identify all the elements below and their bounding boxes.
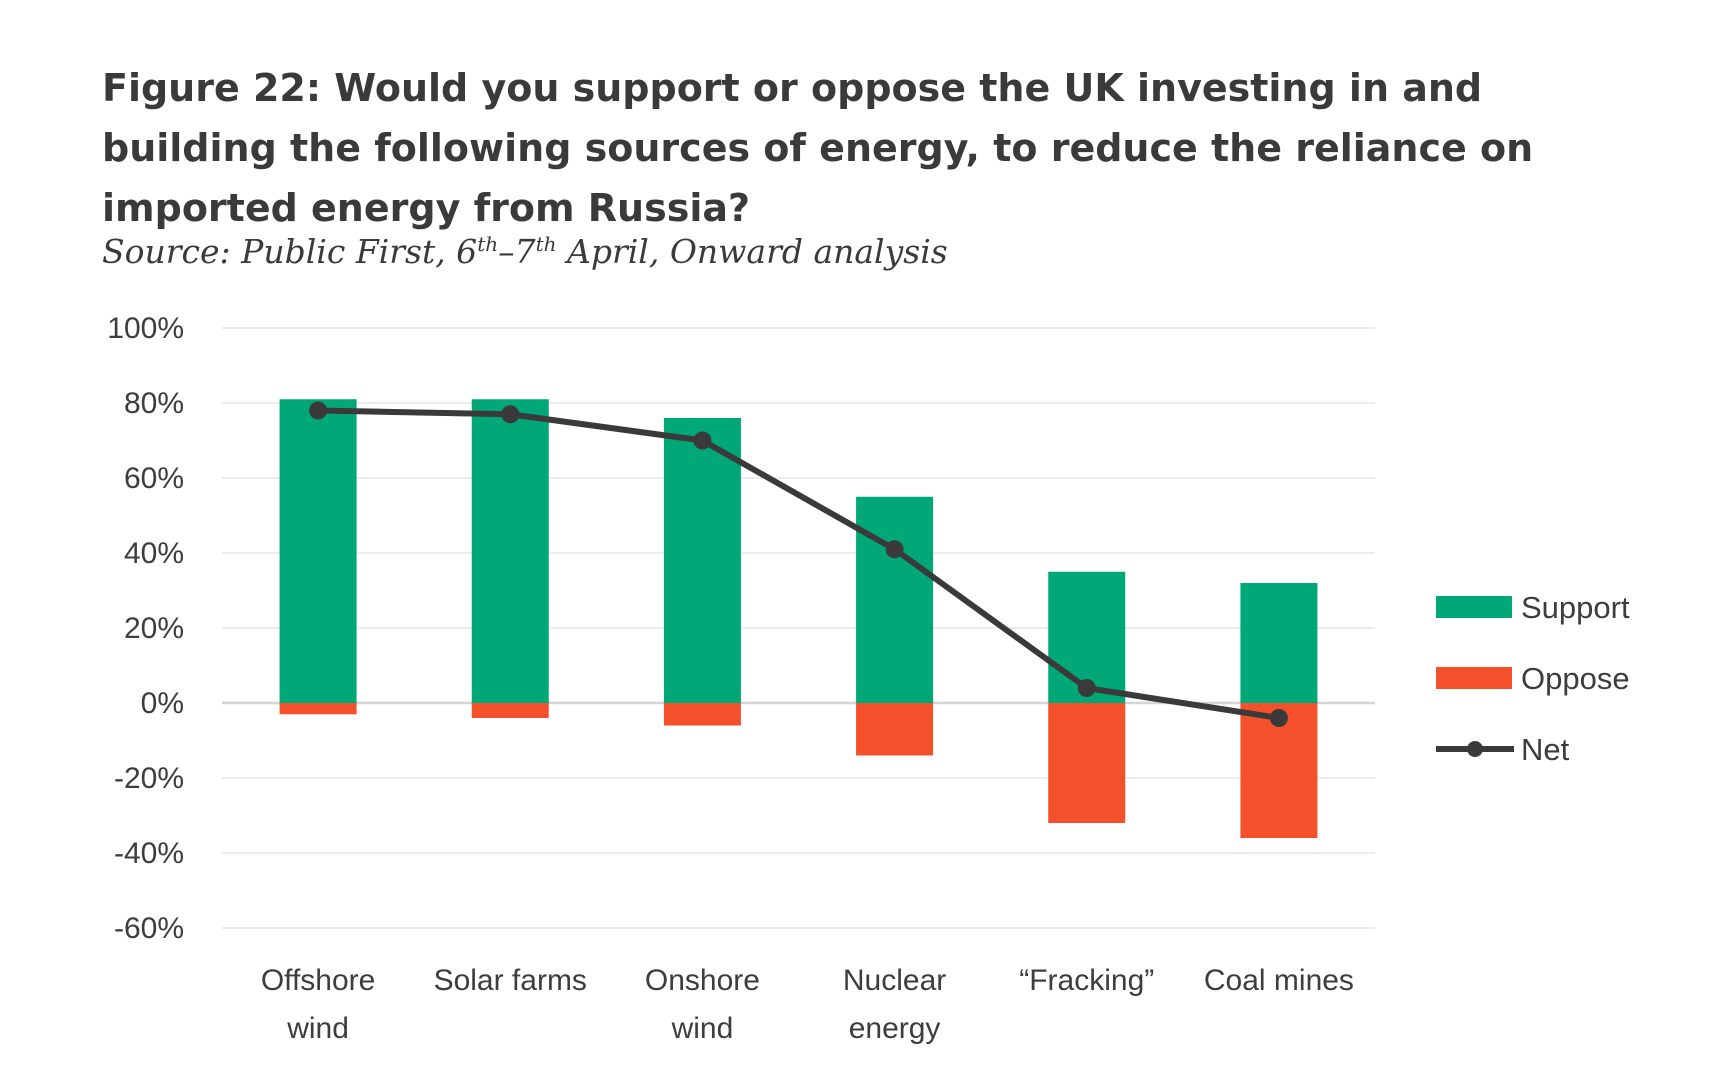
x-tick-label: wind [671,1012,734,1045]
net-point [309,401,328,420]
y-tick-label: -20% [114,762,184,795]
net-point [885,540,904,559]
oppose-bar [856,703,934,756]
subtitle-rest: April, Onward analysis [556,232,948,271]
support-bar [279,399,357,703]
net-point [1269,709,1288,727]
oppose-bar [471,703,549,718]
net-point [693,431,712,450]
y-tick-label: 0% [141,687,184,720]
y-tick-label: 40% [124,537,184,570]
y-axis-ticks: 100% 80% 60% 40% 20% 0% -20% -40% -60% [107,312,184,945]
subtitle-source: Source: Public First, 6 [102,232,478,271]
y-tick-label: 20% [124,612,184,645]
chart-title: Figure 22: Would you support or oppose t… [102,66,1534,230]
net-line-layer [309,401,1288,727]
chart-subtitle: Source: Public First, 6th–7th April, Onw… [102,232,948,271]
x-tick-label: Nuclear [843,964,946,997]
support-bar [663,418,741,703]
oppose-bar [279,703,357,715]
legend-label-oppose: Oppose [1521,661,1630,696]
subtitle-sup-2: th [535,232,557,256]
net-line [318,407,1280,721]
legend-label-net: Net [1521,732,1570,767]
y-tick-label: 60% [124,462,184,495]
y-tick-label: -60% [114,912,184,945]
legend: Support Oppose Net [1436,590,1630,767]
legend-swatch-oppose [1436,667,1512,689]
net-point [1077,679,1096,697]
x-tick-label: Coal mines [1204,964,1354,997]
support-bar [471,399,549,703]
x-tick-label: Solar farms [434,964,587,997]
legend-swatch-support [1436,596,1512,618]
y-tick-label: -40% [114,837,184,870]
oppose-bar [1048,703,1126,823]
x-tick-label: Onshore [645,964,760,997]
x-tick-label: “Fracking” [1019,964,1154,997]
net-point [501,405,520,424]
support-bar [856,496,934,703]
subtitle-sup-1: th [477,232,499,256]
x-tick-label: Offshore [261,964,376,997]
y-tick-label: 80% [124,387,184,420]
x-tick-label: wind [286,1012,349,1045]
y-tick-label: 100% [107,312,184,345]
oppose-bar [663,703,741,726]
bars [279,399,1318,838]
legend-label-support: Support [1521,590,1630,625]
subtitle-date-range: –7 [498,232,536,271]
legend-marker-net [1467,741,1483,757]
x-axis-ticks: Offshore wind Solar farms Onshore wind Nuclea… [261,964,1354,1045]
gridlines [222,327,1375,929]
support-bar [1240,583,1318,703]
x-tick-label: energy [849,1012,941,1045]
